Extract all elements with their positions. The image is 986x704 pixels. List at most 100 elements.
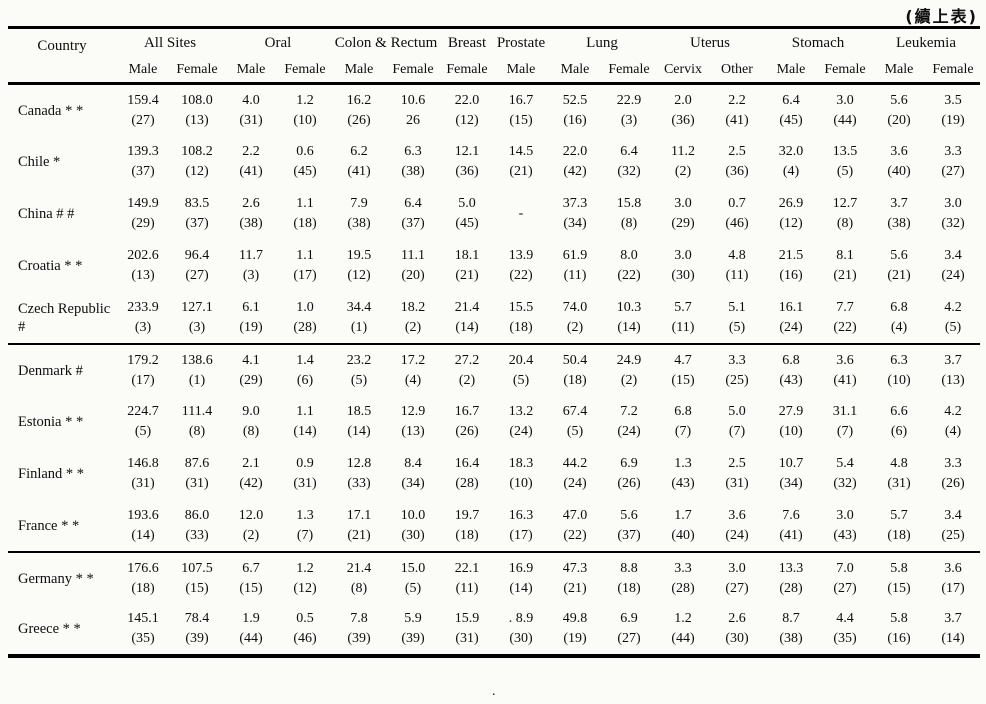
data-cell: 6.8 (7) (656, 396, 710, 448)
column-group-breast: Breast (447, 34, 487, 51)
data-cell: 3.0 (30) (656, 240, 710, 292)
column-group-oral: Oral (264, 34, 292, 51)
data-cell: 96.4 (27) (170, 240, 224, 292)
column-subheader-9-female: Female (608, 61, 650, 77)
cell-rank: (35) (833, 631, 857, 646)
cell-rank: (11) (671, 319, 695, 335)
cell-rank: (20) (887, 112, 911, 128)
column-group-leukemia: Leukemia (896, 34, 956, 51)
cell-rate-value: 4.8 (728, 248, 746, 263)
cell-rank: (31) (455, 631, 479, 646)
data-cell: 159.4 (27) (116, 84, 170, 136)
data-cell: 44.2 (24) (548, 448, 602, 500)
cell-rank: (11) (563, 268, 587, 283)
cell-rate-value: 8.7 (782, 611, 800, 626)
cell-rank: (36) (455, 164, 479, 179)
cell-rate-value: 12.0 (238, 507, 264, 523)
data-cell: 12.7 (8) (818, 188, 872, 240)
cell-rate-value: 3.7 (890, 196, 908, 211)
cell-rate-value: 3.0 (836, 92, 854, 108)
data-cell: 2.5 (36) (710, 136, 764, 188)
cell-rank: (17) (509, 527, 533, 543)
cell-rank: (30) (401, 527, 425, 543)
data-cell: 6.9 (26) (602, 448, 656, 500)
cell-rate-value: 7.0 (836, 560, 854, 576)
cell-rank: (5) (134, 424, 152, 439)
column-subheader-7-male: Male (506, 61, 536, 77)
cell-rank: (10) (293, 112, 317, 128)
cell-rank: (31) (887, 476, 911, 491)
data-cell: 13.2 (24) (494, 396, 548, 448)
data-cell: 12.0 (2) (224, 499, 278, 553)
cell-rate-value: 3.6 (836, 352, 854, 368)
table-row-croatia: Croatia * * 202.6 (13) 96.4 (27) 11.7 (3) 1.1 (1… (8, 240, 980, 292)
cell-rank: (14) (347, 424, 371, 439)
cell-rate-value: 10.0 (400, 507, 426, 523)
data-cell: 4.8 (31) (872, 448, 926, 500)
data-cell: 3.7 (13) (926, 344, 980, 396)
data-cell: 7.8 (39) (332, 604, 386, 656)
data-cell: 6.7 (15) (224, 552, 278, 604)
cell-rate-value: 8.4 (404, 456, 422, 471)
data-cell: 2.5 (31) (710, 448, 764, 500)
cell-rank: (45) (779, 112, 803, 128)
column-subheader-2-male: Male (236, 61, 266, 77)
cell-rate-value: 6.3 (890, 352, 908, 368)
data-cell: 3.5 (19) (926, 84, 980, 136)
cell-rate-value: 17.1 (346, 507, 372, 523)
cell-rank: (14) (509, 580, 533, 596)
cell-rate-value: 108.2 (181, 144, 213, 159)
table-row-estonia: Estonia * * 224.7 (5) 111.4 (8) 9.0 (8) 1.1 (14)… (8, 396, 980, 448)
cell-rate-value: 15.9 (454, 611, 480, 626)
data-cell: 0.9 (31) (278, 448, 332, 500)
cell-rank: (8) (836, 216, 854, 231)
cell-rank: (8) (242, 424, 260, 439)
cell-rank: (12) (185, 164, 209, 179)
cell-rank: (11) (455, 580, 479, 596)
data-cell: 1.3 (7) (278, 499, 332, 553)
cell-rate-value: 7.9 (350, 196, 368, 211)
column-subheader-1-female: Female (176, 61, 218, 77)
cell-rate-value: 34.4 (346, 299, 372, 315)
data-cell: 47.3 (21) (548, 552, 602, 604)
data-cell: 3.3 (28) (656, 552, 710, 604)
cell-rate-value: 3.0 (836, 507, 854, 523)
cell-rate-value: 50.4 (562, 352, 588, 368)
cell-rate-value: 16.1 (778, 299, 804, 315)
column-subheader-0-male: Male (128, 61, 158, 77)
cell-rate-value: 23.2 (346, 352, 372, 368)
data-cell: 13.5 (5) (818, 136, 872, 188)
cell-rate-value: 12.9 (400, 404, 426, 419)
data-cell: 32.0 (4) (764, 136, 818, 188)
country-label: Germany * * (18, 570, 94, 587)
cell-rate-value: 0.9 (296, 456, 314, 471)
data-cell: 3.6 (40) (872, 136, 926, 188)
cell-rank: (17) (293, 268, 317, 283)
cell-rate-value: 8.0 (620, 248, 638, 263)
data-cell: 3.0 (43) (818, 499, 872, 553)
cell-rank: 26 (406, 112, 420, 128)
cell-rank: (18) (563, 372, 587, 388)
cell-rank: (28) (779, 580, 803, 596)
data-cell: 1.7 (40) (656, 499, 710, 553)
country-label: Estonia * * (18, 414, 84, 430)
cell-rank: (34) (563, 216, 587, 231)
cell-rank: (36) (725, 164, 749, 179)
cell-rate-value: 149.9 (127, 196, 159, 211)
data-cell: 145.1 (35) (116, 604, 170, 656)
data-cell: 193.6 (14) (116, 499, 170, 553)
cell-rate-value: 27.9 (778, 404, 804, 419)
data-cell: 6.3 (10) (872, 344, 926, 396)
cell-rate-value: 49.8 (562, 611, 588, 626)
cell-rank: (38) (401, 164, 425, 179)
cell-rate-value: 193.6 (127, 507, 159, 523)
cell-rank: (35) (131, 631, 155, 646)
cell-rate-value: 3.5 (944, 92, 962, 108)
data-cell: 1.4 (6) (278, 344, 332, 396)
cell-rank: (27) (617, 631, 641, 646)
cell-rank: (22) (509, 268, 533, 283)
data-cell: 22.9 (3) (602, 84, 656, 136)
data-cell: 4.2 (4) (926, 396, 980, 448)
cell-rank: (12) (293, 580, 317, 596)
data-cell: 83.5 (37) (170, 188, 224, 240)
